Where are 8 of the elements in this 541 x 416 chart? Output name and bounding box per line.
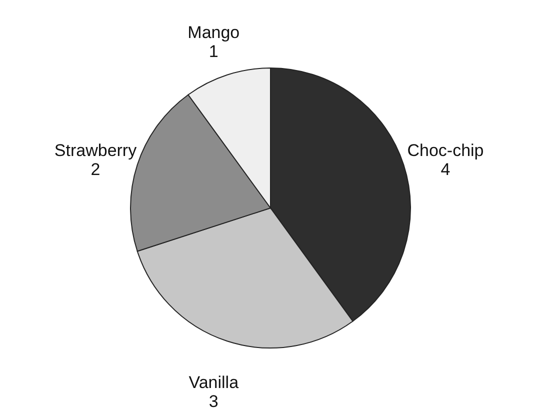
slice-label: Strawberry xyxy=(54,141,138,160)
data-label: 2 xyxy=(90,160,100,180)
data-label: 1 xyxy=(208,42,218,62)
slice-label: Vanilla xyxy=(188,372,240,392)
slice-label: Choc-chip xyxy=(407,141,484,160)
data-label: 4 xyxy=(440,160,450,180)
slice-label: Mango xyxy=(188,23,240,42)
data-label: 3 xyxy=(208,392,218,411)
